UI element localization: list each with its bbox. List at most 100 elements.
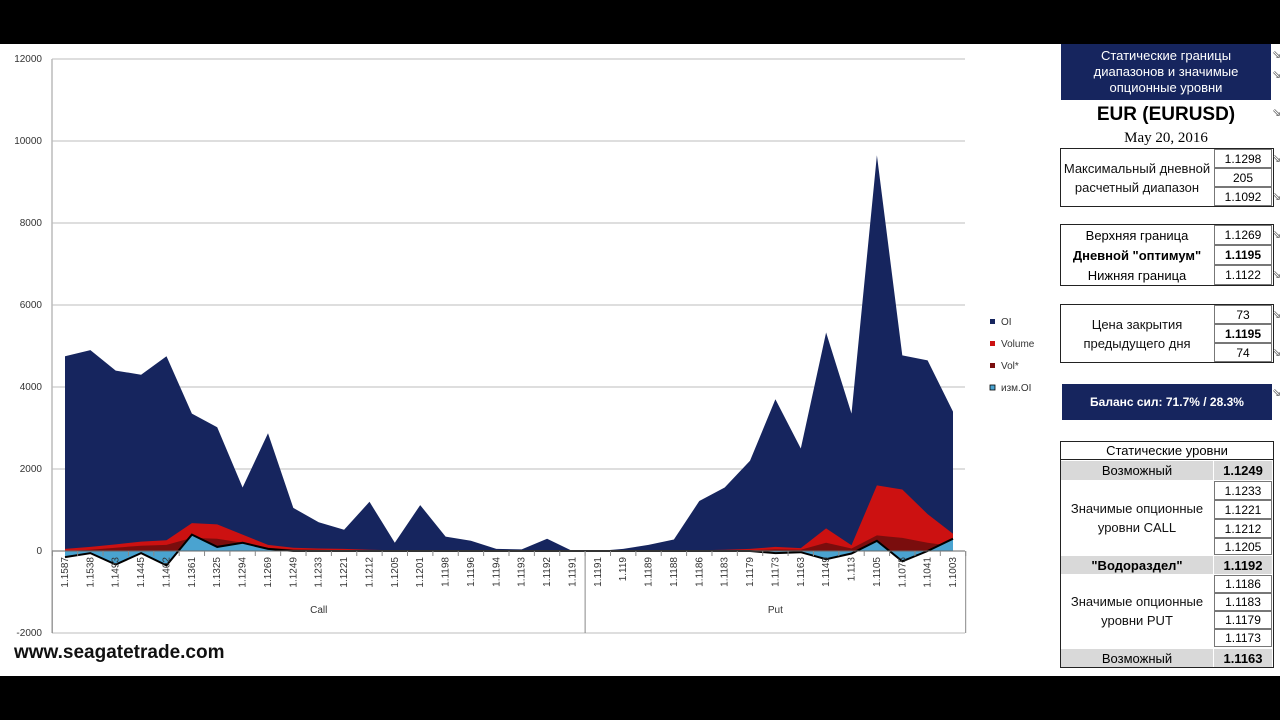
y-tick-label: 0 xyxy=(36,546,42,557)
x-tick-label: 1.1183 xyxy=(720,557,731,587)
y-tick-label: -2000 xyxy=(16,628,42,639)
put-level-3: 1.1179 xyxy=(1214,611,1272,629)
arrow-icon: ⇘ xyxy=(1272,107,1280,119)
range-label: Максимальный дневной расчетный диапазон xyxy=(1063,160,1211,195)
x-tick-label: 1.1196 xyxy=(466,557,477,587)
legend-swatch xyxy=(989,384,996,391)
x-tick-label: 1.1205 xyxy=(390,557,401,588)
optimum-value: 1.1195 xyxy=(1214,245,1272,265)
arrow-icon: ⇘ xyxy=(1272,49,1280,61)
x-tick-label: 1.1193 xyxy=(517,557,528,587)
x-tick-label: 1.1269 xyxy=(263,557,274,588)
x-tick-label: 1.1201 xyxy=(415,557,426,588)
x-tick-label: 1.1402 xyxy=(161,557,172,588)
lower-bound-value: 1.1122 xyxy=(1214,265,1272,285)
x-tick-label: 1.1538 xyxy=(85,557,96,588)
x-tick-label: 1.1188 xyxy=(669,557,680,587)
y-tick-label: 4000 xyxy=(20,382,43,393)
put-level-4: 1.1173 xyxy=(1214,629,1272,647)
date-label: May 20, 2016 xyxy=(1124,129,1208,146)
balance-banner: Баланс сил: 71.7% / 28.3% xyxy=(1062,384,1272,420)
x-tick-label: 1.1587 xyxy=(60,557,71,588)
arrow-icon: ⇘ xyxy=(1272,69,1280,81)
arrow-icon: ⇘ xyxy=(1272,191,1280,203)
possible-bottom-value: 1.1163 xyxy=(1214,649,1272,667)
call-levels-label: Значимые опционные уровни CALL xyxy=(1070,501,1204,535)
x-tick-label: 1.1191 xyxy=(593,557,604,587)
x-tick-label: 1.1179 xyxy=(745,557,756,587)
close-value-down: 74 xyxy=(1214,343,1272,362)
possible-top-value: 1.1249 xyxy=(1214,461,1272,480)
x-tick-label: 1.1041 xyxy=(923,557,934,588)
option-levels-chart: 12000 10000 8000 6000 4000 2000 0 -2000 1.1587 1.… xyxy=(14,54,1035,639)
legend-swatch xyxy=(990,319,995,324)
x-tick-label: 1.1194 xyxy=(491,557,502,587)
put-level-2: 1.1183 xyxy=(1214,593,1272,611)
call-level-1: 1.1233 xyxy=(1214,481,1272,500)
area-series-изм-oi xyxy=(65,534,953,566)
arrow-icon: ⇘ xyxy=(1272,347,1280,359)
screen-stage: 12000 10000 8000 6000 4000 2000 0 -2000 1.1587 1.… xyxy=(0,44,1280,676)
x-tick-label: 1.1163 xyxy=(796,557,807,587)
x-tick-label: 1.113 xyxy=(847,557,858,582)
x-tick-label: 1.1212 xyxy=(364,557,375,588)
static-levels-title: Статические уровни xyxy=(1061,442,1273,460)
legend-label: Volume xyxy=(1001,339,1035,350)
range-value-high: 1.1298 xyxy=(1214,149,1272,168)
lower-bound-label: Нижняя граница xyxy=(1087,267,1187,283)
arrow-icon: ⇘ xyxy=(1272,269,1280,281)
upper-bound-value: 1.1269 xyxy=(1214,225,1272,245)
put-level-1: 1.1186 xyxy=(1214,575,1272,593)
group-label: Call xyxy=(310,605,327,616)
x-tick-label: 1.1189 xyxy=(644,557,655,587)
call-level-4: 1.1205 xyxy=(1214,538,1272,555)
range-value-points: 205 xyxy=(1214,168,1272,187)
x-tick-label: 1.1105 xyxy=(872,557,883,587)
y-tick-label: 2000 xyxy=(20,464,43,475)
possible-top-label: Возможный xyxy=(1061,461,1213,480)
close-value: 1.1195 xyxy=(1214,324,1272,343)
x-tick-label: 1.1149 xyxy=(821,557,832,587)
y-tick-label: 10000 xyxy=(14,136,42,147)
optimum-label: Дневной "оптимум" xyxy=(1072,247,1202,263)
x-tick-label: 1.1493 xyxy=(111,557,122,588)
x-tick-label: 1.1075 xyxy=(897,557,908,588)
possible-bottom-label: Возможный xyxy=(1061,649,1213,667)
x-tick-label: 1.1198 xyxy=(441,557,452,587)
upper-bound-label: Верхняя граница xyxy=(1085,227,1189,243)
x-tick-label: 1.1445 xyxy=(136,557,147,588)
range-value-low: 1.1092 xyxy=(1214,187,1272,206)
panel-header: Статические границы диапазонов и значимы… xyxy=(1061,44,1271,100)
x-tick-label: 1.1249 xyxy=(288,557,299,588)
watershed-value: 1.1192 xyxy=(1214,556,1272,574)
x-tick-label: 1.1003 xyxy=(948,557,959,588)
legend-label: Vol* xyxy=(1001,361,1019,372)
arrow-icon: ⇘ xyxy=(1272,153,1280,165)
x-tick-label: 1.1325 xyxy=(212,557,223,588)
group-label: Put xyxy=(768,605,783,616)
arrow-icon: ⇘ xyxy=(1272,229,1280,241)
website-watermark: www.seagatetrade.com xyxy=(14,642,225,663)
legend-label: OI xyxy=(1001,317,1012,328)
x-tick-label: 1.1233 xyxy=(314,557,325,588)
x-tick-label: 1.1192 xyxy=(542,557,553,587)
instrument-title: EUR (EURUSD) xyxy=(1096,104,1236,125)
arrow-icon: ⇘ xyxy=(1272,387,1280,399)
watershed-label: "Водораздел" xyxy=(1061,556,1213,574)
close-value-up: 73 xyxy=(1214,305,1272,324)
put-levels-label: Значимые опционные уровни PUT xyxy=(1070,594,1204,628)
close-label: Цена закрытия предыдущего дня xyxy=(1083,316,1191,351)
call-level-2: 1.1221 xyxy=(1214,500,1272,519)
legend-swatch xyxy=(990,341,995,346)
y-tick-label: 8000 xyxy=(20,218,43,229)
legend-swatch xyxy=(990,363,995,368)
y-tick-label: 6000 xyxy=(20,300,43,311)
x-tick-label: 1.1173 xyxy=(770,557,781,587)
legend-label: изм.OI xyxy=(1001,383,1031,394)
arrow-icon: ⇘ xyxy=(1272,309,1280,321)
x-tick-label: 1.1361 xyxy=(187,557,198,588)
y-tick-label: 12000 xyxy=(14,54,42,65)
call-level-3: 1.1212 xyxy=(1214,519,1272,538)
x-tick-label: 1.1221 xyxy=(339,557,350,588)
x-tick-label: 1.119 xyxy=(618,557,629,582)
